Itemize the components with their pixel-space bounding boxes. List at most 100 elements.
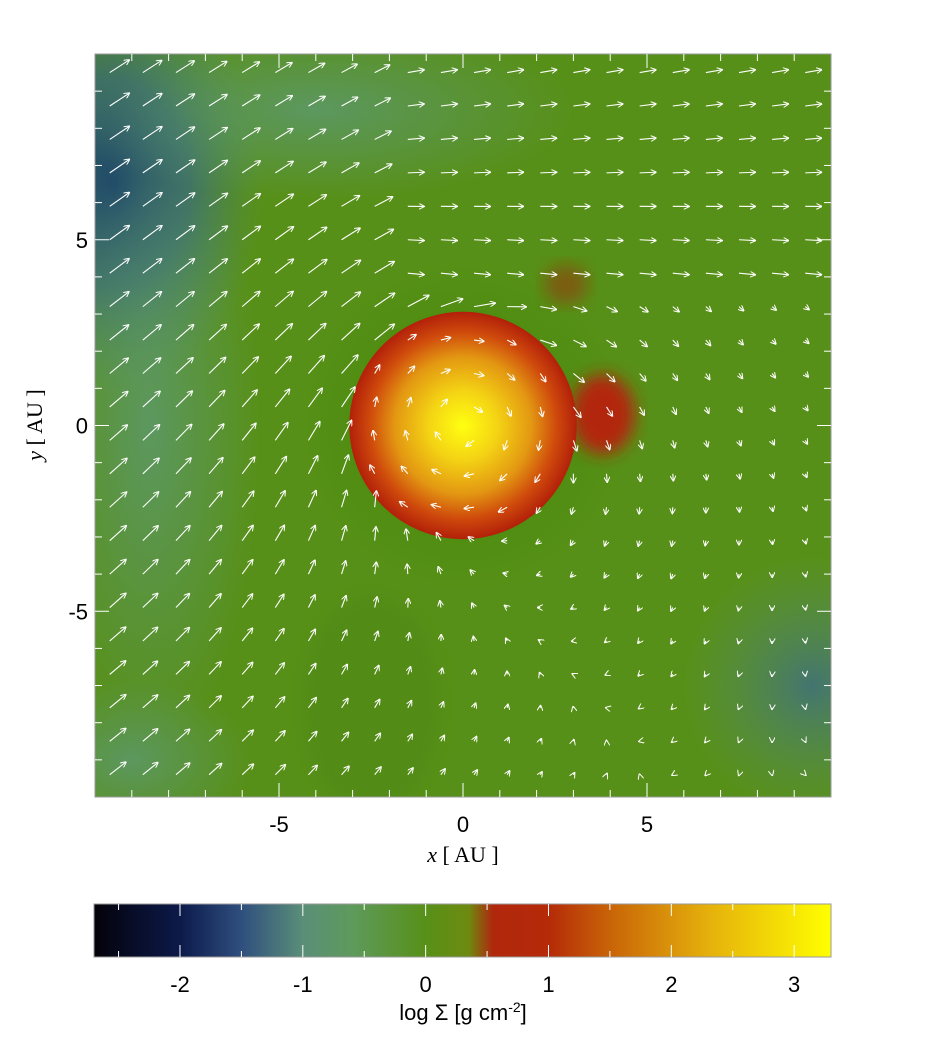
low-density-lower-right — [682, 555, 831, 797]
velocity-arrow — [109, 358, 128, 374]
velocity-arrow — [805, 373, 808, 376]
velocity-arrow — [639, 104, 656, 106]
colorbar-tick-label: 2 — [665, 972, 677, 997]
velocity-arrow — [408, 667, 411, 675]
velocity-arrow — [441, 668, 442, 675]
velocity-arrow — [275, 194, 293, 207]
velocity-arrow — [706, 440, 708, 446]
velocity-arrow — [573, 104, 589, 106]
velocity-arrow — [571, 541, 574, 545]
velocity-arrow — [805, 574, 806, 576]
velocity-arrow — [406, 529, 408, 541]
velocity-arrow — [706, 340, 710, 345]
velocity-arrow — [175, 160, 194, 174]
velocity-arrow — [175, 325, 193, 341]
velocity-arrow — [274, 423, 287, 441]
velocity-arrow — [537, 574, 540, 575]
velocity-arrow — [772, 273, 788, 275]
velocity-arrow — [374, 324, 394, 341]
velocity-arrow — [241, 128, 260, 140]
velocity-arrow — [407, 70, 424, 73]
velocity-arrow — [706, 473, 707, 480]
velocity-arrow — [638, 674, 639, 675]
velocity-arrow — [241, 161, 260, 174]
velocity-arrow — [540, 772, 542, 775]
velocity-arrow — [175, 560, 189, 575]
velocity-arrow — [705, 674, 706, 676]
velocity-arrow — [639, 306, 648, 312]
velocity-arrow — [109, 325, 129, 341]
velocity-arrow — [241, 696, 253, 709]
y-tick-label: 0 — [76, 414, 88, 439]
velocity-arrow — [539, 640, 541, 641]
velocity-arrow — [274, 389, 289, 408]
velocity-arrow — [606, 306, 617, 312]
velocity-arrow — [639, 70, 656, 73]
velocity-arrow — [175, 61, 194, 74]
velocity-arrow — [606, 273, 623, 275]
velocity-arrow — [639, 507, 640, 513]
velocity-arrow — [606, 240, 623, 241]
velocity-arrow — [375, 632, 378, 642]
velocity-arrow — [540, 307, 556, 310]
velocity-arrow — [805, 507, 806, 510]
colorbar-tick-label: 1 — [542, 972, 554, 997]
colorbar-ticks — [118, 904, 795, 957]
velocity-arrow — [474, 172, 490, 173]
velocity-arrow — [705, 574, 706, 578]
velocity-arrow — [738, 240, 755, 241]
velocity-arrow — [175, 526, 190, 542]
central-clump — [349, 311, 577, 540]
velocity-arrow — [507, 273, 523, 275]
velocity-arrow — [805, 340, 808, 343]
velocity-arrow — [308, 129, 325, 140]
velocity-arrow — [470, 570, 474, 574]
velocity-arrow — [506, 638, 507, 641]
velocity-arrow — [539, 373, 545, 381]
velocity-arrow — [507, 104, 523, 106]
velocity-arrow — [538, 440, 540, 449]
colorbar-label: log Σ [g cm-2] — [399, 999, 527, 1025]
velocity-arrow — [772, 240, 788, 241]
velocity-arrow — [175, 127, 194, 140]
velocity-arrow — [805, 138, 821, 139]
velocity-arrow — [142, 226, 162, 241]
velocity-arrow — [341, 526, 346, 541]
velocity-arrow — [440, 172, 457, 173]
velocity-arrow — [341, 97, 358, 107]
velocity-arrow — [208, 594, 221, 608]
velocity-arrow — [142, 391, 160, 408]
velocity-arrow — [432, 505, 442, 508]
velocity-arrow — [175, 458, 191, 475]
velocity-arrow — [308, 260, 326, 274]
velocity-arrow — [705, 741, 706, 742]
velocity-arrow — [274, 731, 284, 742]
velocity-arrow — [772, 307, 776, 310]
velocity-arrow — [142, 127, 162, 140]
x-tick-label: 0 — [457, 812, 469, 837]
velocity-arrow — [472, 603, 474, 607]
velocity-arrow — [705, 541, 706, 546]
velocity-arrow — [805, 70, 821, 73]
velocity-arrow — [341, 228, 360, 241]
velocity-arrow — [275, 96, 292, 107]
velocity-arrow — [407, 564, 408, 575]
velocity-arrow — [408, 734, 412, 742]
velocity-arrow — [606, 373, 615, 381]
velocity-arrow — [175, 425, 192, 441]
velocity-arrow — [772, 373, 775, 377]
velocity-arrow — [175, 662, 189, 675]
velocity-arrow — [208, 492, 222, 508]
velocity-arrow — [109, 661, 126, 675]
velocity-arrow — [739, 340, 743, 344]
velocity-arrow — [705, 608, 706, 611]
velocity-arrow — [142, 763, 158, 776]
velocity-arrow — [407, 172, 424, 173]
low-density-left-band — [95, 95, 261, 756]
velocity-arrow — [341, 596, 346, 608]
velocity-arrow — [307, 595, 314, 608]
velocity-arrow — [109, 425, 127, 441]
velocity-arrow — [142, 492, 158, 508]
velocity-arrow — [308, 698, 316, 709]
velocity-arrow — [503, 573, 507, 574]
